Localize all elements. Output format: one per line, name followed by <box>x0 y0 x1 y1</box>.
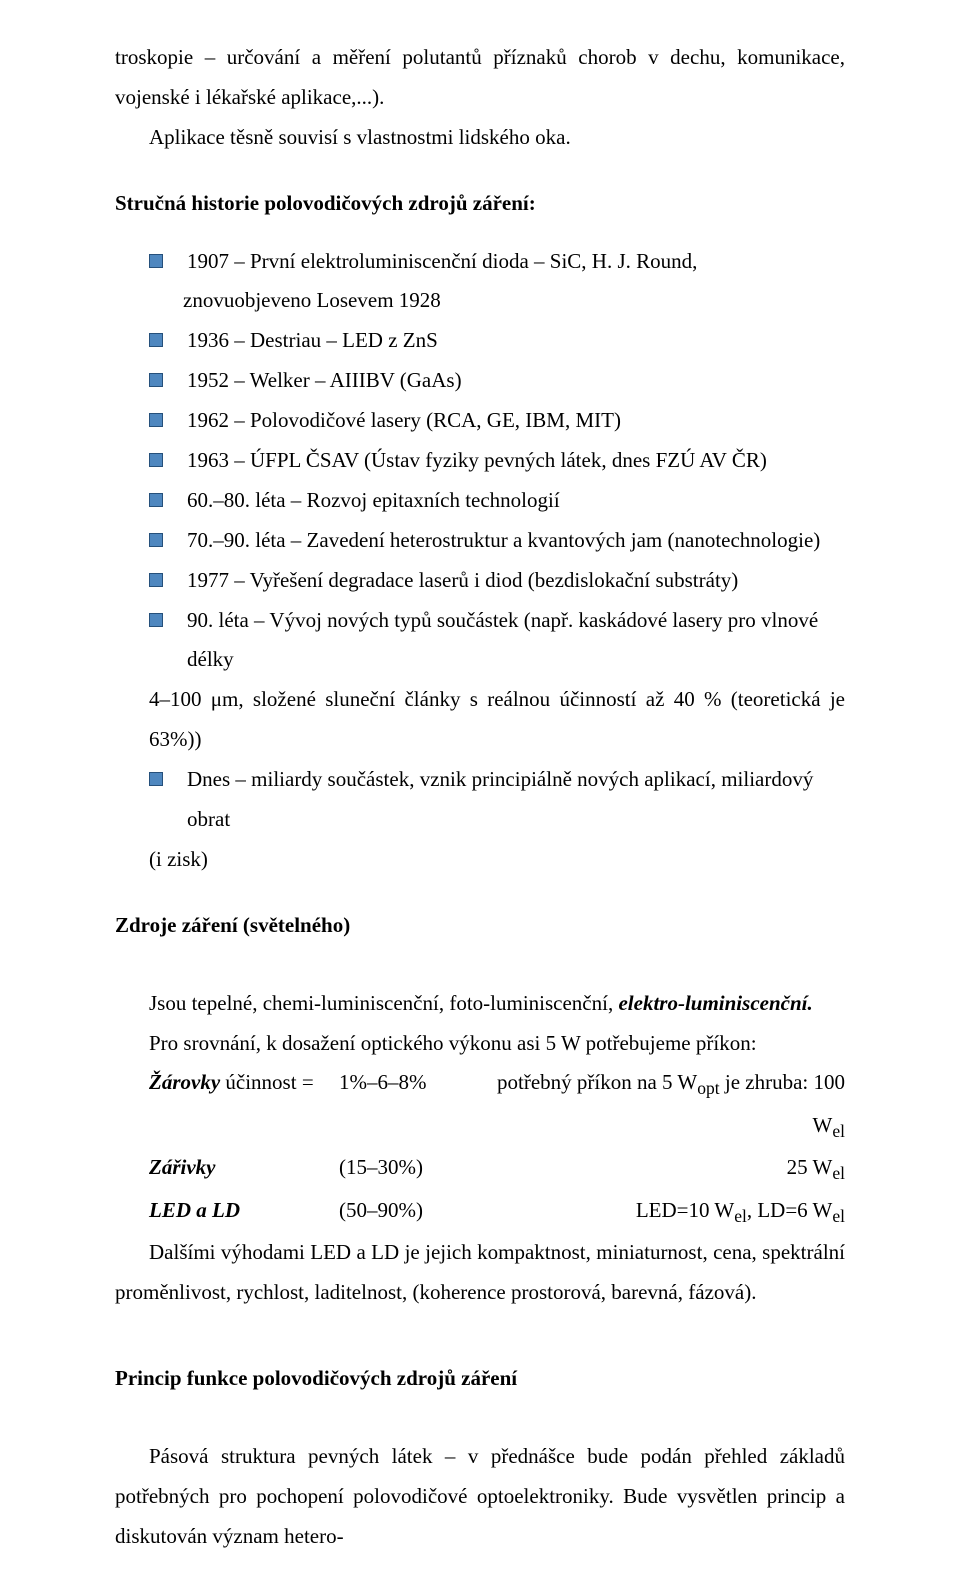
list-item: 1907 – První elektroluminiscenční dioda … <box>149 242 845 282</box>
eff-val: (15–30%) <box>339 1148 489 1190</box>
eff-label-i: Zářivky <box>149 1155 215 1179</box>
item-text: 1936 – Destriau – LED z ZnS <box>187 321 845 361</box>
list-item: 1977 – Vyřešení degradace laserů i diod … <box>149 561 845 601</box>
eff-label-i: LED a LD <box>149 1198 240 1222</box>
eff-need: potřebný příkon na 5 Wopt je zhruba: 100… <box>489 1063 845 1148</box>
item-text: 90. léta – Vývoj nových typů součástek (… <box>187 601 845 681</box>
bullet-icon <box>149 573 163 587</box>
list-item: 90. léta – Vývoj nových typů součástek (… <box>149 601 845 681</box>
list-item: 1962 – Polovodičové lasery (RCA, GE, IBM… <box>149 401 845 441</box>
sources-p3: Dalšími výhodami LED a LD je jejich komp… <box>115 1233 845 1313</box>
history-heading: Stručná historie polovodičových zdrojů z… <box>115 184 845 224</box>
item-text: 60.–80. léta – Rozvoj epitaxních technol… <box>187 481 845 521</box>
item-text: 1907 – První elektroluminiscenční dioda … <box>187 242 845 282</box>
item-text: 1977 – Vyřešení degradace laserů i diod … <box>187 561 845 601</box>
principle-p1: Pásová struktura pevných látek – v předn… <box>115 1437 845 1557</box>
eff-need-pre: LED=10 W <box>636 1198 734 1222</box>
sources-p1a: Jsou tepelné, chemi-luminiscenční, foto-… <box>149 991 618 1015</box>
sources-p1: Jsou tepelné, chemi-luminiscenční, foto-… <box>115 984 845 1024</box>
item-continuation: znovuobjeveno Losevem 1928 <box>149 281 845 321</box>
list-item: 1952 – Welker – AIIIBV (GaAs) <box>149 361 845 401</box>
sources-p2: Pro srovnání, k dosažení optického výkon… <box>115 1024 845 1064</box>
intro-l1: troskopie – určování a měření polutantů … <box>115 45 845 109</box>
history-list: 1907 – První elektroluminiscenční dioda … <box>115 242 845 880</box>
eff-label-rest: účinnost = <box>220 1070 314 1094</box>
item-text: 70.–90. léta – Zavedení heterostruktur a… <box>187 521 845 561</box>
eff-label-i: Žárovky <box>149 1070 220 1094</box>
bullet-icon <box>149 333 163 347</box>
efficiency-row: Žárovky účinnost = 1%–6–8% potřebný přík… <box>115 1063 845 1148</box>
eff-val: 1%–6–8% <box>339 1063 489 1148</box>
bullet-icon <box>149 254 163 268</box>
eff-need: 25 Wel <box>489 1148 845 1190</box>
efficiency-row: LED a LD (50–90%) LED=10 Wel, LD=6 Wel <box>115 1191 845 1233</box>
eff-need-sub: opt <box>697 1079 719 1099</box>
intro-p1: troskopie – určování a měření polutantů … <box>115 38 845 118</box>
item-text: 1963 – ÚFPL ČSAV (Ústav fyziky pevných l… <box>187 441 845 481</box>
intro-p2: Aplikace těsně souvisí s vlastnostmi lid… <box>115 118 845 158</box>
eff-need-sub: el <box>734 1206 747 1226</box>
bullet-icon <box>149 613 163 627</box>
list-item: 1936 – Destriau – LED z ZnS <box>149 321 845 361</box>
bullet-icon <box>149 413 163 427</box>
eff-need-sub: el <box>832 1164 845 1184</box>
eff-need: LED=10 Wel, LD=6 Wel <box>489 1191 845 1233</box>
intro-l2: Aplikace těsně souvisí s vlastnostmi lid… <box>149 125 571 149</box>
item-continuation: (i zisk) <box>149 840 845 880</box>
list-item: 60.–80. léta – Rozvoj epitaxních technol… <box>149 481 845 521</box>
list-item: 1963 – ÚFPL ČSAV (Ústav fyziky pevných l… <box>149 441 845 481</box>
eff-label: LED a LD <box>149 1191 339 1233</box>
sources-heading: Zdroje záření (světelného) <box>115 906 845 946</box>
item-text: Dnes – miliardy součástek, vznik princip… <box>187 760 845 840</box>
sources-p1b: elektro-luminiscenční. <box>618 991 812 1015</box>
eff-need-pre: 25 W <box>787 1155 833 1179</box>
eff-val: (50–90%) <box>339 1191 489 1233</box>
eff-need-pre: potřebný příkon na 5 W <box>497 1070 697 1094</box>
bullet-icon <box>149 453 163 467</box>
list-item: 70.–90. léta – Zavedení heterostruktur a… <box>149 521 845 561</box>
item-continuation: 4–100 μm, složené sluneční články s reál… <box>149 680 845 760</box>
bullet-icon <box>149 533 163 547</box>
item-text: 1952 – Welker – AIIIBV (GaAs) <box>187 361 845 401</box>
eff-need-sub2: el <box>832 1206 845 1226</box>
eff-need-mid: je zhruba: 100 W <box>720 1070 845 1136</box>
bullet-icon <box>149 373 163 387</box>
bullet-icon <box>149 772 163 786</box>
list-item: Dnes – miliardy součástek, vznik princip… <box>149 760 845 840</box>
eff-label: Žárovky účinnost = <box>149 1063 339 1148</box>
eff-need-mid: , LD=6 W <box>747 1198 833 1222</box>
eff-need-sub2: el <box>832 1121 845 1141</box>
principle-heading: Princip funkce polovodičových zdrojů zář… <box>115 1359 845 1399</box>
item-text: 1962 – Polovodičové lasery (RCA, GE, IBM… <box>187 401 845 441</box>
efficiency-row: Zářivky (15–30%) 25 Wel <box>115 1148 845 1190</box>
bullet-icon <box>149 493 163 507</box>
eff-label: Zářivky <box>149 1148 339 1190</box>
